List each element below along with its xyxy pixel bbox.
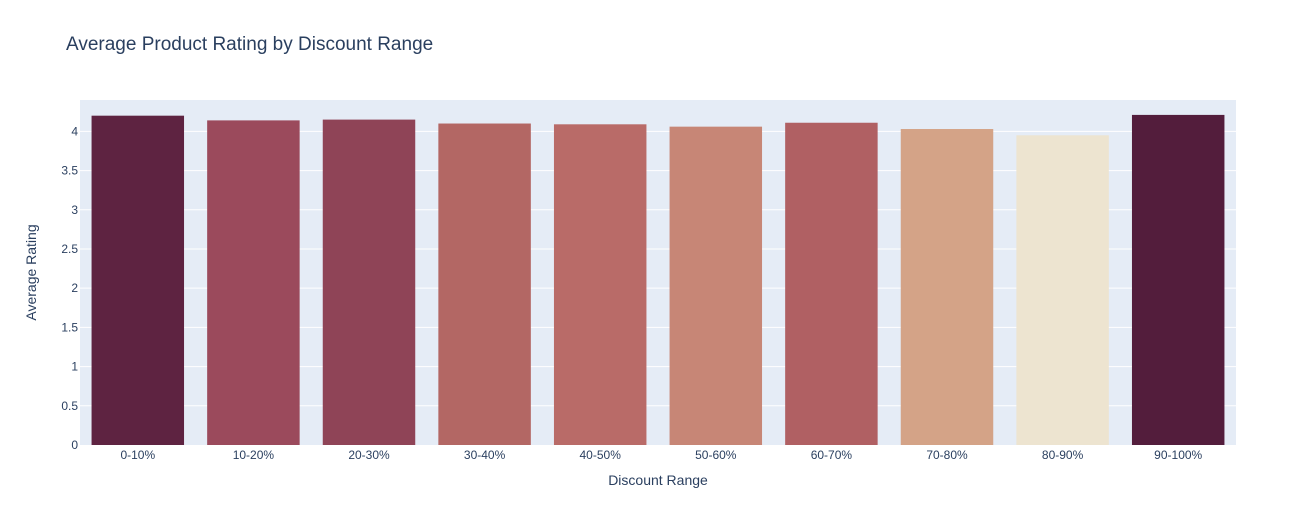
y-axis-ticks: 0 0.5 1 1.5 2 2.5 3 3.5 4 <box>61 124 78 452</box>
x-tick-label: 50-60% <box>695 448 737 462</box>
x-tick-label: 20-30% <box>348 448 390 462</box>
y-tick-label: 1.5 <box>61 320 78 334</box>
bar-30-40%[interactable] <box>438 123 531 445</box>
x-tick-label: 10-20% <box>233 448 275 462</box>
y-tick-label: 1 <box>71 360 78 374</box>
x-tick-label: 0-10% <box>120 448 155 462</box>
y-axis-title: Average Rating <box>23 224 39 320</box>
bar-60-70%[interactable] <box>785 122 878 445</box>
bar-10-20%[interactable] <box>207 120 300 446</box>
y-tick-label: 2.5 <box>61 242 78 256</box>
y-tick-label: 3.5 <box>61 164 78 178</box>
y-tick-label: 2 <box>71 281 78 295</box>
bar-0-10%[interactable] <box>91 115 185 445</box>
x-axis-title: Discount Range <box>608 472 708 488</box>
x-tick-label: 60-70% <box>811 448 853 462</box>
bar-80-90%[interactable] <box>1016 135 1109 445</box>
bar-40-50%[interactable] <box>553 124 647 445</box>
y-tick-label: 4 <box>71 124 78 138</box>
x-tick-label: 70-80% <box>926 448 968 462</box>
bar-50-60%[interactable] <box>669 126 763 445</box>
y-tick-label: 0 <box>71 438 78 452</box>
y-tick-label: 3 <box>71 203 78 217</box>
x-tick-label: 80-90% <box>1042 448 1084 462</box>
bar-20-30%[interactable] <box>322 119 416 446</box>
chart-title: Average Product Rating by Discount Range <box>66 34 433 55</box>
y-tick-label: 0.5 <box>61 399 78 413</box>
bar-70-80%[interactable] <box>900 129 994 446</box>
x-axis-ticks: 0-10% 10-20% 20-30% 30-40% 40-50% 50-60% 60-70… <box>120 448 1202 462</box>
bars <box>91 114 1225 446</box>
x-tick-label: 30-40% <box>464 448 506 462</box>
x-tick-label: 40-50% <box>580 448 622 462</box>
bar-90-100%[interactable] <box>1131 114 1225 445</box>
x-tick-label: 90-100% <box>1154 448 1202 462</box>
